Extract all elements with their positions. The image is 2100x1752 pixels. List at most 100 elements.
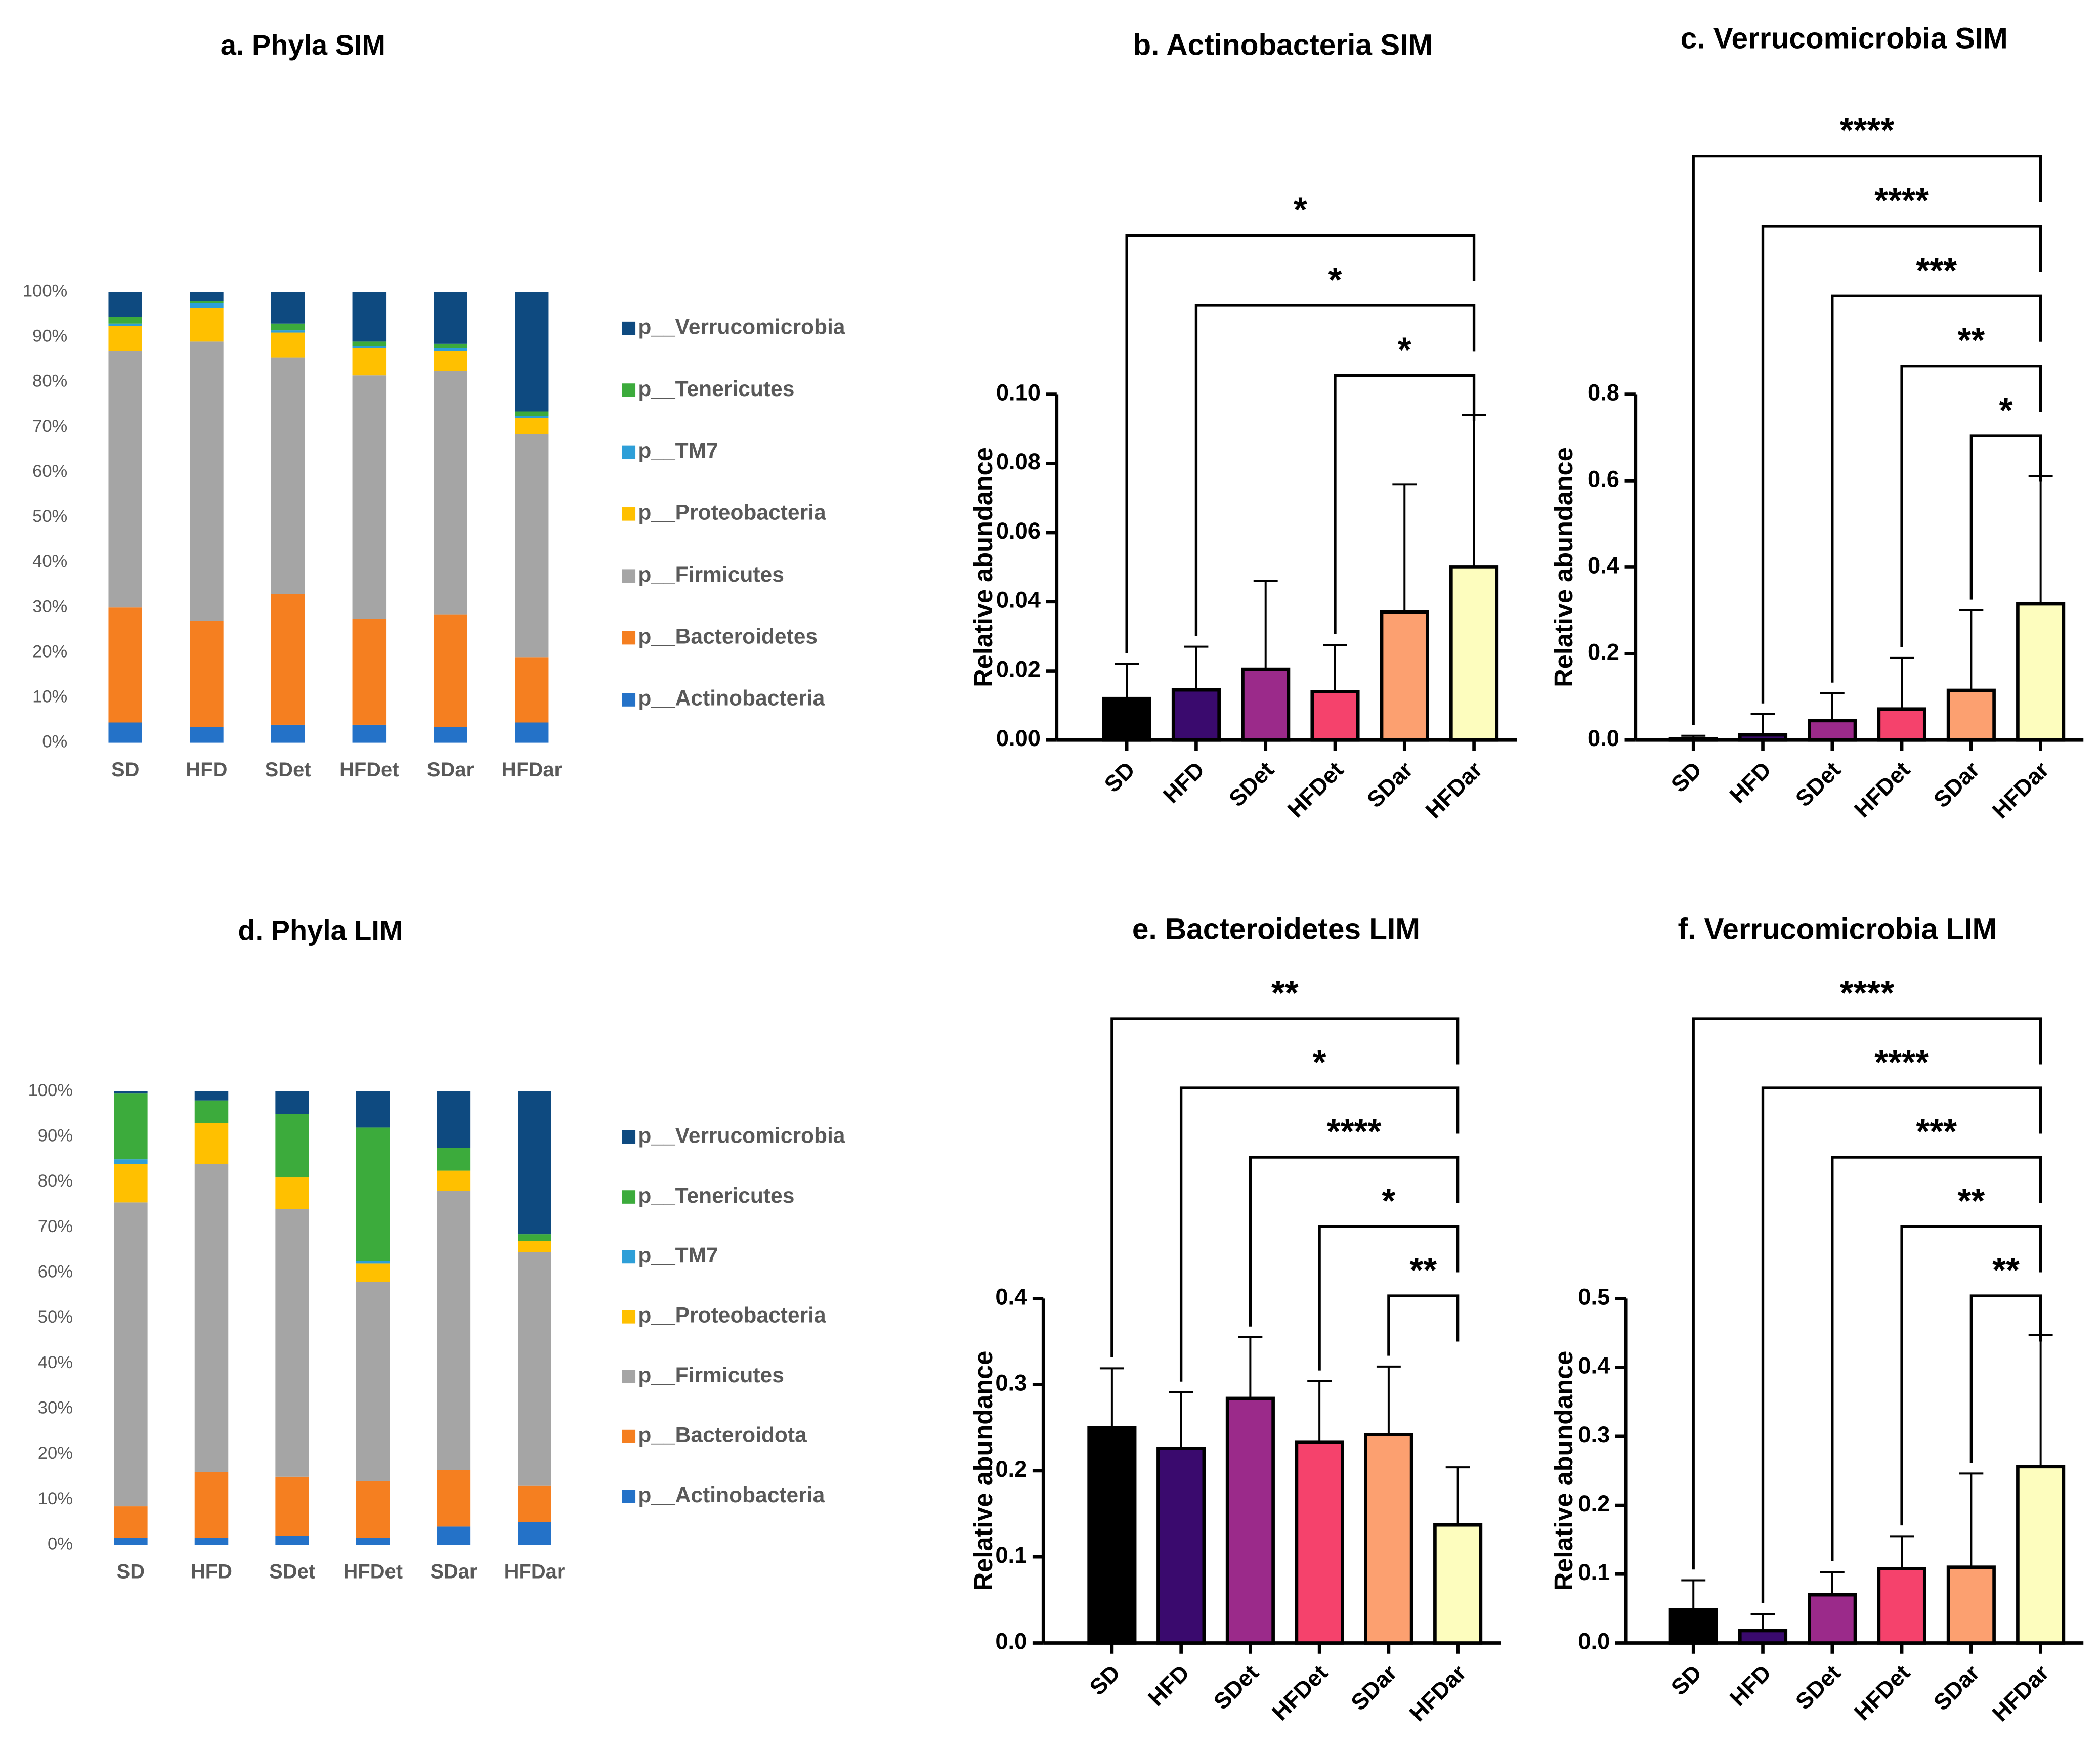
bar-segment <box>352 724 387 743</box>
legend-label: p__Verrucomicrobia <box>638 1123 845 1148</box>
x-tick-label: SDet <box>269 1561 315 1583</box>
y-tick-label: 0.0 <box>1588 725 1619 751</box>
bar-segment <box>108 722 142 743</box>
bar-segment <box>434 614 467 727</box>
y-tick-label: 10% <box>38 1489 73 1508</box>
x-tick-label: SD <box>111 759 139 781</box>
bar-segment <box>356 1538 390 1545</box>
bar-segment <box>356 1481 390 1538</box>
legend-swatch <box>622 569 636 583</box>
bar-segment <box>190 341 224 621</box>
x-tick-label: SDar <box>1346 1659 1402 1716</box>
significance-label: **** <box>1327 1112 1382 1151</box>
x-tick-label: HFD <box>1143 1659 1194 1711</box>
legend-label: p__Actinobacteria <box>638 1483 825 1507</box>
legend-label: p__Firmicutes <box>638 562 784 587</box>
y-tick-label: 90% <box>32 327 67 346</box>
legend-label: p__TM7 <box>638 439 718 463</box>
legend-label: p__Bacteroidetes <box>638 624 818 648</box>
bar-segment <box>434 348 467 351</box>
significance-label: *** <box>1916 1112 1957 1151</box>
bar-segment <box>352 348 387 376</box>
x-tick-label: HFD <box>186 759 227 781</box>
significance-bracket <box>1900 1225 2042 1526</box>
x-tick-label: HFDet <box>1282 757 1348 822</box>
chart-title: a. Phyla SIM <box>221 29 385 61</box>
x-tick-label: SDar <box>430 1561 477 1583</box>
bar-segment <box>437 1091 471 1148</box>
bar-segment <box>515 434 549 658</box>
bar-segment <box>190 727 224 743</box>
significance-bracket <box>1249 1156 1460 1327</box>
bar-segment <box>437 1470 471 1527</box>
bar-segment <box>271 323 305 331</box>
bar-segment <box>515 292 549 412</box>
significance-label: * <box>1294 190 1307 230</box>
bar-segment <box>114 1091 148 1094</box>
y-tick-label: 0.06 <box>996 518 1041 544</box>
bar-segment <box>271 330 305 333</box>
bar-segment <box>518 1522 551 1545</box>
bar-segment <box>434 727 467 743</box>
significance-bracket <box>1969 434 2042 600</box>
significance-label: **** <box>1840 111 1895 150</box>
bar <box>1877 707 1926 742</box>
bar <box>1946 1565 1996 1645</box>
y-tick-label: 0% <box>42 732 67 752</box>
bar-segment <box>194 1538 229 1545</box>
bar-segment <box>515 722 549 743</box>
x-tick-label: SDet <box>1790 757 1846 812</box>
x-tick-label: SD <box>1666 1659 1706 1700</box>
bar-segment <box>108 317 142 324</box>
y-tick-label: 0.10 <box>996 379 1041 405</box>
significance-bracket <box>1831 294 2042 683</box>
bar-segment <box>434 371 467 615</box>
bar-segment <box>190 301 224 303</box>
legend-swatch <box>622 1429 636 1443</box>
significance-label: * <box>1398 330 1411 369</box>
y-tick-label: 30% <box>38 1398 73 1417</box>
bar-segment <box>275 1114 309 1178</box>
y-tick-label: 0.4 <box>995 1284 1027 1309</box>
significance-label: ** <box>1992 1250 2020 1290</box>
bar <box>1668 737 1718 742</box>
y-tick-label: 40% <box>38 1353 73 1372</box>
significance-bracket <box>1110 1017 1460 1358</box>
y-tick-label: 0.0 <box>995 1628 1027 1654</box>
bar-segment <box>271 292 305 324</box>
chart-title: d. Phyla LIM <box>238 914 403 946</box>
significance-label: **** <box>1840 973 1895 1013</box>
significance-bracket <box>1761 1086 2042 1604</box>
bar <box>1433 1523 1483 1645</box>
bar-segment <box>437 1191 471 1470</box>
bar-segment <box>515 411 549 416</box>
bar-segment <box>352 292 387 342</box>
y-tick-label: 60% <box>38 1262 73 1281</box>
legend-label: p__Actinobacteria <box>638 686 825 711</box>
bar-segment <box>518 1485 551 1522</box>
bar-segment <box>356 1091 390 1128</box>
significance-bracket <box>1125 234 1476 653</box>
bar-segment <box>190 308 224 342</box>
x-tick-label: SD <box>1666 757 1706 797</box>
x-tick-label: HFDet <box>344 1561 403 1583</box>
legend-swatch <box>622 445 636 459</box>
bar <box>1364 1433 1413 1645</box>
x-tick-label: SDet <box>1209 1659 1264 1715</box>
bar-segment <box>194 1100 229 1123</box>
significance-label: * <box>1328 260 1342 299</box>
chart-title: b. Actinobacteria SIM <box>1133 29 1433 62</box>
y-tick-label: 90% <box>38 1126 73 1145</box>
significance-bracket <box>1179 1086 1460 1382</box>
significance-bracket <box>1194 304 1476 636</box>
bar-segment <box>114 1093 148 1160</box>
y-axis-label: Relative abundance <box>1549 1351 1578 1591</box>
bar-segment <box>275 1476 309 1536</box>
legend-swatch <box>622 383 636 397</box>
bar-segment <box>437 1170 471 1191</box>
y-tick-label: 0.3 <box>995 1370 1027 1396</box>
x-tick-label: HFD <box>1725 757 1776 808</box>
significance-label: * <box>1382 1181 1395 1220</box>
bar-segment <box>356 1127 390 1261</box>
y-tick-label: 0.1 <box>1578 1559 1610 1585</box>
